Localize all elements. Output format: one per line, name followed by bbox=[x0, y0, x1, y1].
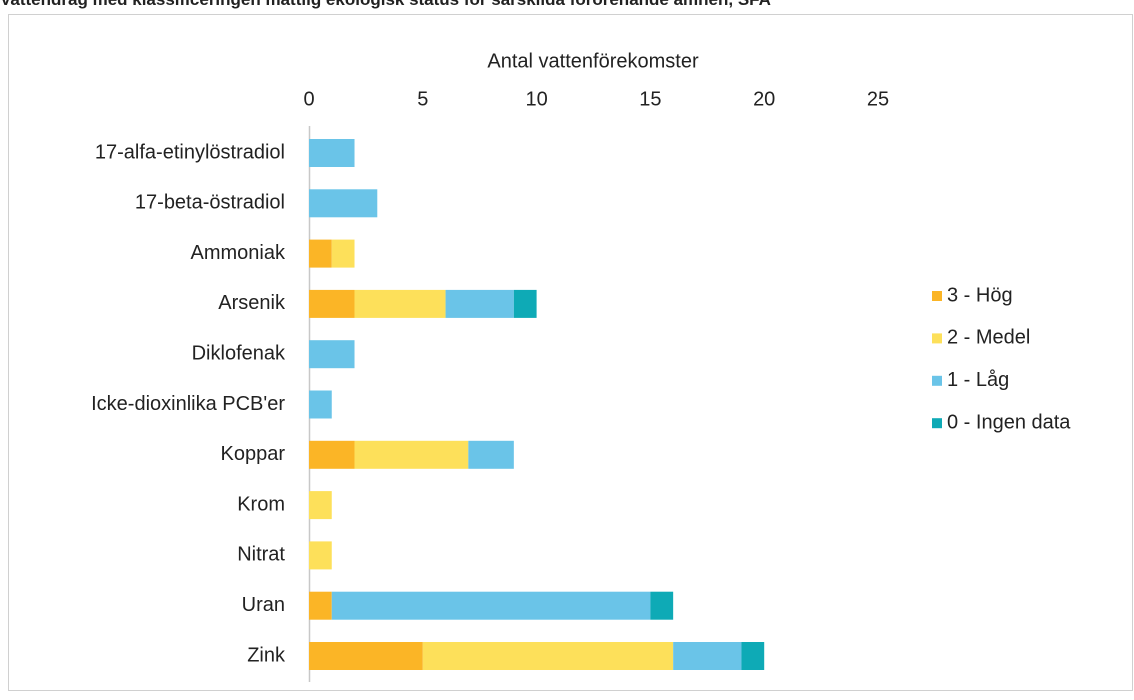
x-tick-label: 10 bbox=[525, 88, 547, 110]
legend-swatch bbox=[932, 333, 942, 344]
y-tick-label: Nitrat bbox=[237, 544, 285, 566]
y-tick-label: Arsenik bbox=[218, 292, 286, 314]
legend-swatch bbox=[932, 291, 942, 301]
x-tick-label: 20 bbox=[753, 88, 775, 110]
x-tick-label: 25 bbox=[867, 88, 889, 110]
legend-swatch bbox=[932, 418, 942, 429]
bar-segment bbox=[309, 541, 332, 570]
y-tick-label: 17-alfa-etinylöstradiol bbox=[95, 141, 285, 163]
legend-label: 3 - Hög bbox=[947, 284, 1013, 306]
legend-swatch bbox=[932, 375, 942, 386]
legend-label: 0 - Ingen data bbox=[947, 411, 1071, 433]
y-tick-label: Koppar bbox=[221, 443, 286, 465]
bar-segment bbox=[741, 642, 765, 670]
bar-segment bbox=[422, 642, 674, 670]
bar-segment bbox=[445, 289, 514, 318]
bar-segment bbox=[309, 642, 423, 670]
bar-segment bbox=[354, 440, 469, 469]
bar-segment bbox=[309, 591, 332, 620]
bar-segment bbox=[309, 139, 355, 167]
bar-segment bbox=[468, 440, 514, 469]
y-tick-label: Zink bbox=[247, 644, 286, 666]
bar-segment bbox=[673, 642, 742, 670]
x-tick-label: 0 bbox=[303, 88, 314, 110]
chart-frame bbox=[8, 14, 1133, 691]
bar-segment bbox=[331, 591, 651, 620]
y-tick-label: Krom bbox=[237, 493, 285, 515]
bar-segment bbox=[309, 189, 378, 218]
bar-segment bbox=[331, 239, 355, 268]
y-tick-label: Ammoniak bbox=[191, 242, 286, 264]
bar-segment bbox=[309, 340, 355, 369]
bar-segment bbox=[354, 289, 446, 318]
legend-label: 2 - Medel bbox=[947, 327, 1030, 349]
y-tick-label: 17-beta-östradiol bbox=[135, 192, 285, 214]
bar-segment bbox=[650, 591, 674, 620]
legend-label: 1 - Låg bbox=[947, 369, 1009, 391]
bar-segment bbox=[309, 289, 355, 318]
chart-title: Vattendrag med klassificeringen måttlig … bbox=[0, 0, 771, 9]
bar-segment bbox=[309, 491, 332, 520]
y-tick-label: Icke-dioxinlika PCB'er bbox=[91, 393, 285, 415]
y-tick-label: Uran bbox=[242, 594, 285, 616]
bar-segment bbox=[309, 440, 355, 469]
x-tick-label: 5 bbox=[417, 88, 428, 110]
y-tick-label: Diklofenak bbox=[192, 342, 286, 364]
x-axis-title: Antal vattenförekomster bbox=[487, 50, 699, 72]
bar-segment bbox=[513, 289, 537, 318]
bar-segment bbox=[309, 390, 332, 419]
bar-segment bbox=[309, 239, 332, 268]
x-tick-label: 15 bbox=[639, 88, 661, 110]
